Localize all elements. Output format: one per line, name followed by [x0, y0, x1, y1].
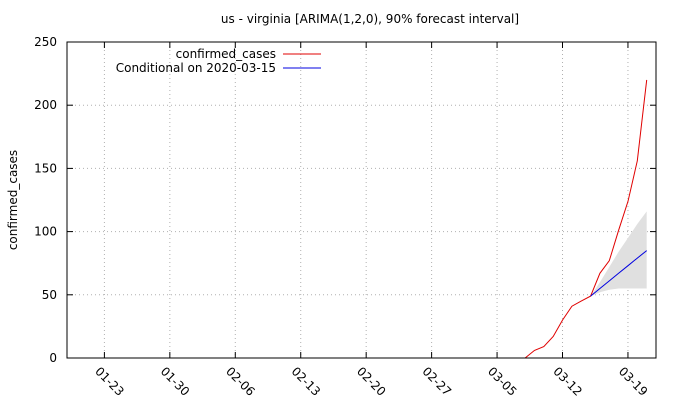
forecast-interval-band [590, 211, 647, 297]
plot-frame [66, 41, 657, 359]
chart-title: us - virginia [ARIMA(1,2,0), 90% forecas… [221, 12, 519, 26]
x-tick-label: 02-06 [223, 364, 258, 399]
y-tick-label: 150 [34, 161, 57, 175]
confirmed-cases-line [524, 79, 648, 359]
legend-label-confirmed-cases: confirmed_cases [176, 47, 276, 61]
y-tick-label: 200 [34, 98, 57, 112]
x-tick-label: 03-05 [485, 364, 520, 399]
x-tick-label: 01-30 [158, 364, 193, 399]
x-tick-label: 03-19 [616, 364, 651, 399]
y-axis-label: confirmed_cases [6, 150, 20, 250]
series-lines [524, 79, 648, 359]
y-tick-label: 50 [42, 288, 57, 302]
x-tick-label: 01-23 [92, 364, 127, 399]
x-tick-label: 03-12 [550, 364, 585, 399]
legend-label-conditional: Conditional on 2020-03-15 [116, 61, 276, 75]
y-tick-label: 0 [49, 351, 57, 365]
x-tick-label: 02-20 [354, 364, 389, 399]
conditional-forecast-line [590, 250, 648, 297]
x-tick-label: 02-27 [419, 364, 454, 399]
grid [67, 42, 656, 358]
x-tick-label: 02-13 [289, 364, 324, 399]
y-tick-label: 100 [34, 225, 57, 239]
y-axis: 0 50 100 150 200 250 [34, 35, 656, 365]
y-tick-label: 250 [34, 35, 57, 49]
forecast-interval-area [590, 211, 647, 297]
legend: confirmed_cases Conditional on 2020-03-1… [116, 47, 321, 75]
x-axis: 01-23 01-30 02-06 02-13 02-20 02-27 03-05 03-12… [92, 42, 650, 399]
